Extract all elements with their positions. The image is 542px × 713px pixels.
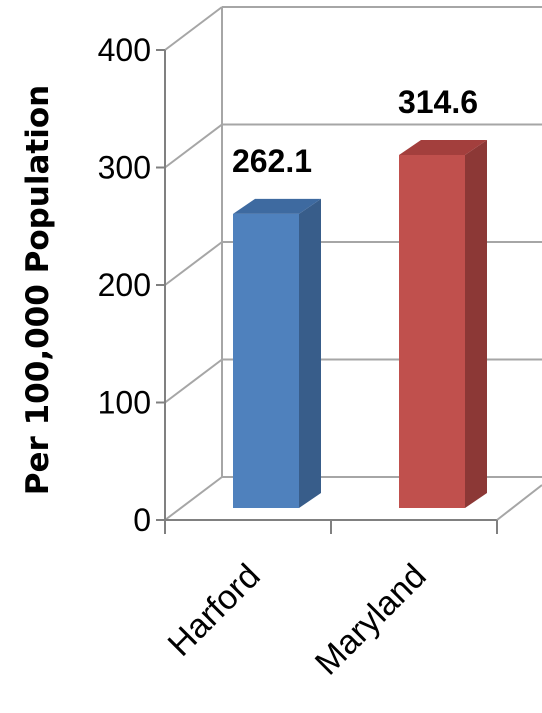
bar-maryland (399, 139, 487, 508)
data-labels: 262.1 314.6 (232, 84, 478, 179)
category-labels: Harford Maryland (161, 557, 434, 683)
y-tick-labels: 0 100 200 300 400 (98, 32, 151, 538)
data-label: 262.1 (232, 143, 312, 179)
bar-front-face (233, 213, 299, 508)
data-label: 314.6 (398, 84, 478, 120)
floor-right-edge (496, 484, 542, 521)
y-tick-label: 400 (98, 32, 151, 68)
gridline-side (164, 6, 223, 51)
axes (156, 7, 542, 534)
bar-front-face (399, 154, 465, 508)
y-axis-label: Per 100,000 Population (20, 85, 56, 495)
gridline-side (164, 476, 223, 521)
category-label: Maryland (308, 557, 434, 683)
gridline-side (164, 123, 223, 169)
bar-top-face (233, 198, 321, 214)
y-tick-label: 200 (98, 267, 151, 303)
bar-side-face (465, 139, 487, 508)
bar-top-face (399, 139, 487, 155)
bar-harford (233, 198, 321, 508)
category-label: Harford (161, 557, 268, 664)
bar-side-face (299, 198, 321, 508)
y-tick-label: 300 (98, 150, 151, 186)
y-tick-label: 100 (98, 385, 151, 421)
bars (233, 139, 487, 508)
gridline-side (164, 358, 223, 404)
y-tick-label: 0 (133, 502, 151, 538)
gridline-side (164, 241, 223, 286)
